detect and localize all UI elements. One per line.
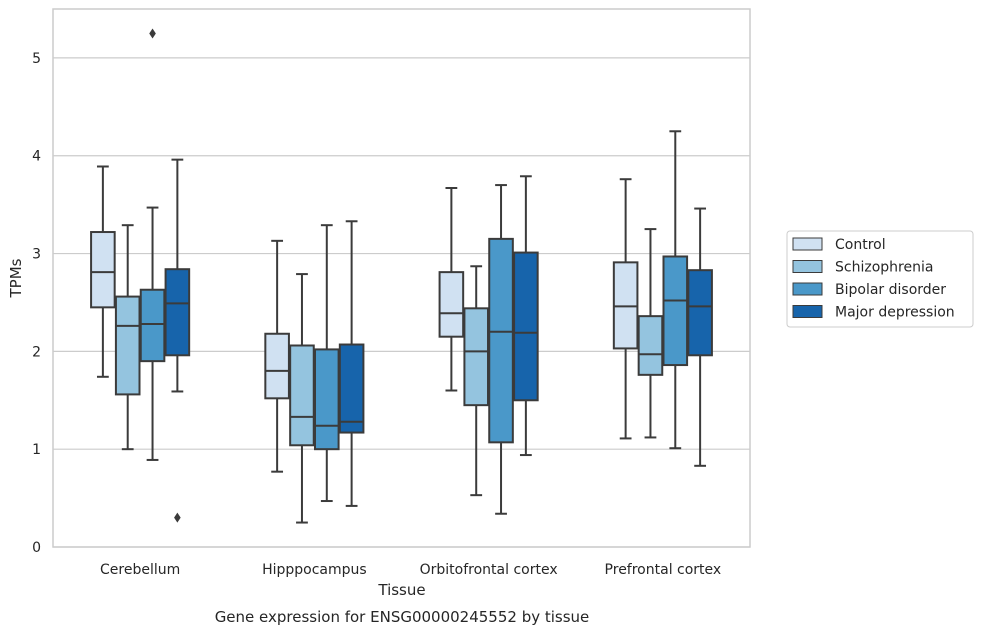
box-3-0 bbox=[612, 178, 639, 440]
y-tick-label: 5 bbox=[32, 51, 41, 67]
box-iqr bbox=[488, 237, 514, 444]
y-tick-label: 4 bbox=[32, 149, 41, 165]
box-iqr bbox=[164, 268, 191, 357]
box-iqr bbox=[289, 344, 315, 447]
chart-caption: Gene expression for ENSG00000245552 by t… bbox=[215, 608, 590, 626]
legend-frame bbox=[786, 230, 974, 328]
box-0-0 bbox=[90, 165, 116, 378]
y-tick-label: 1 bbox=[32, 442, 41, 458]
box-0-1 bbox=[114, 224, 141, 451]
box-1-2 bbox=[313, 224, 340, 503]
box-3-2 bbox=[662, 130, 689, 450]
plot-frame bbox=[52, 8, 751, 548]
box-iqr bbox=[438, 271, 465, 338]
box-1-3 bbox=[338, 220, 365, 507]
legend-swatch bbox=[792, 260, 823, 273]
legend: Control Schizophrenia Bipolar disorder Majo… bbox=[786, 230, 974, 328]
box-iqr bbox=[264, 332, 290, 400]
y-axis-ticks: 0 1 2 3 4 5 bbox=[32, 51, 41, 556]
x-tick-label: Orbitofrontal cortex bbox=[420, 562, 558, 578]
box-2-1 bbox=[463, 265, 490, 497]
outlier-point bbox=[149, 28, 156, 39]
box-2-3 bbox=[513, 175, 539, 457]
box-1-0 bbox=[264, 239, 290, 473]
legend-swatch bbox=[792, 305, 823, 318]
x-axis-ticks: Cerebellum Hipppocampus Orbitofrontal cort… bbox=[100, 562, 721, 578]
box-0-3 bbox=[164, 158, 191, 523]
box-iqr bbox=[662, 255, 689, 367]
box-iqr bbox=[637, 315, 664, 376]
outlier-point bbox=[174, 512, 181, 523]
box-iqr bbox=[139, 288, 166, 363]
box-2-0 bbox=[438, 187, 465, 392]
box-iqr bbox=[463, 307, 490, 407]
y-tick-label: 2 bbox=[32, 344, 41, 360]
box-iqr bbox=[313, 348, 340, 451]
legend-label: Major depression bbox=[835, 305, 955, 321]
box-3-1 bbox=[637, 228, 664, 439]
box-iqr bbox=[114, 295, 141, 396]
box-3-3 bbox=[687, 207, 713, 467]
box-0-2 bbox=[139, 28, 166, 461]
y-tick-label: 3 bbox=[32, 247, 41, 263]
legend-swatch bbox=[792, 282, 823, 296]
legend-label: Schizophrenia bbox=[835, 260, 933, 276]
box-iqr bbox=[338, 343, 365, 434]
box-iqr bbox=[90, 231, 116, 309]
legend-label: Control bbox=[835, 237, 886, 253]
box-1-1 bbox=[289, 273, 315, 524]
plot-boxes bbox=[90, 28, 713, 524]
y-axis-label: TPMs bbox=[7, 258, 25, 298]
x-axis-label: Tissue bbox=[377, 581, 425, 599]
x-tick-label: Prefrontal cortex bbox=[605, 562, 722, 578]
legend-label: Bipolar disorder bbox=[835, 282, 946, 298]
y-tick-label: 0 bbox=[32, 540, 41, 556]
box-iqr bbox=[513, 251, 539, 402]
box-iqr bbox=[687, 269, 713, 357]
box-2-2 bbox=[488, 184, 514, 515]
x-tick-label: Hipppocampus bbox=[262, 562, 367, 578]
legend-swatch bbox=[792, 237, 823, 251]
x-tick-label: Cerebellum bbox=[100, 562, 180, 578]
